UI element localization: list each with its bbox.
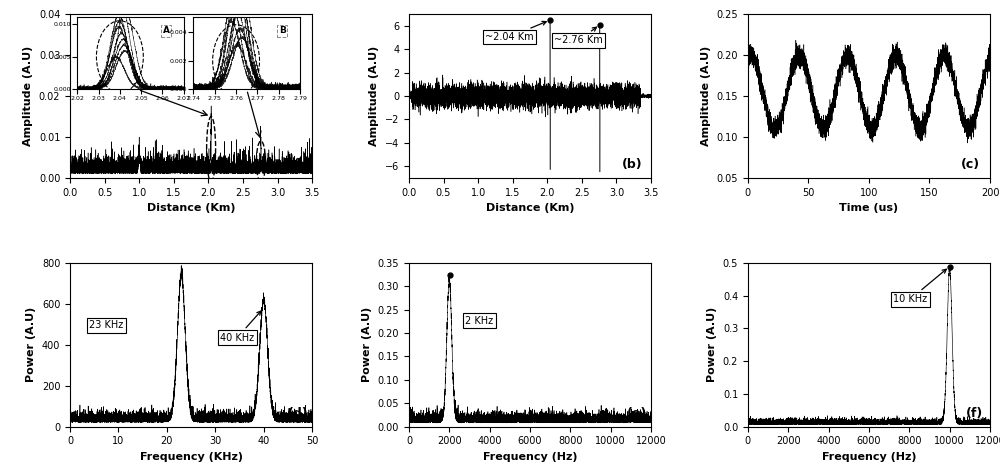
Text: (b): (b) [622,158,643,171]
X-axis label: Frequency (Hz): Frequency (Hz) [483,452,577,462]
Text: (e): (e) [627,407,647,420]
X-axis label: Time (us): Time (us) [839,203,899,213]
Text: 10 KHz: 10 KHz [893,269,946,304]
Y-axis label: Power (A.U): Power (A.U) [26,307,36,383]
Text: 40 KHz: 40 KHz [220,311,261,343]
Text: (a): (a) [283,158,303,171]
Text: (f): (f) [966,407,983,420]
Y-axis label: Amplitude (A.U): Amplitude (A.U) [23,46,33,146]
Text: ~2.76 Km: ~2.76 Km [554,27,603,46]
Text: (c): (c) [961,158,980,171]
Y-axis label: Power (A.U): Power (A.U) [707,307,717,383]
X-axis label: Distance (Km): Distance (Km) [147,203,235,213]
Text: (d): (d) [288,407,309,420]
Y-axis label: Power (A.U): Power (A.U) [362,307,372,383]
X-axis label: Frequency (Hz): Frequency (Hz) [822,452,916,462]
X-axis label: Distance (Km): Distance (Km) [486,203,574,213]
Y-axis label: Amplitude (A.U): Amplitude (A.U) [701,46,711,146]
Y-axis label: Amplitude (A.U): Amplitude (A.U) [369,46,379,146]
Text: 2 KHz: 2 KHz [465,316,494,326]
Text: 23 KHz: 23 KHz [89,320,124,330]
Text: ~2.04 Km: ~2.04 Km [485,21,546,42]
X-axis label: Frequency (KHz): Frequency (KHz) [140,452,243,462]
